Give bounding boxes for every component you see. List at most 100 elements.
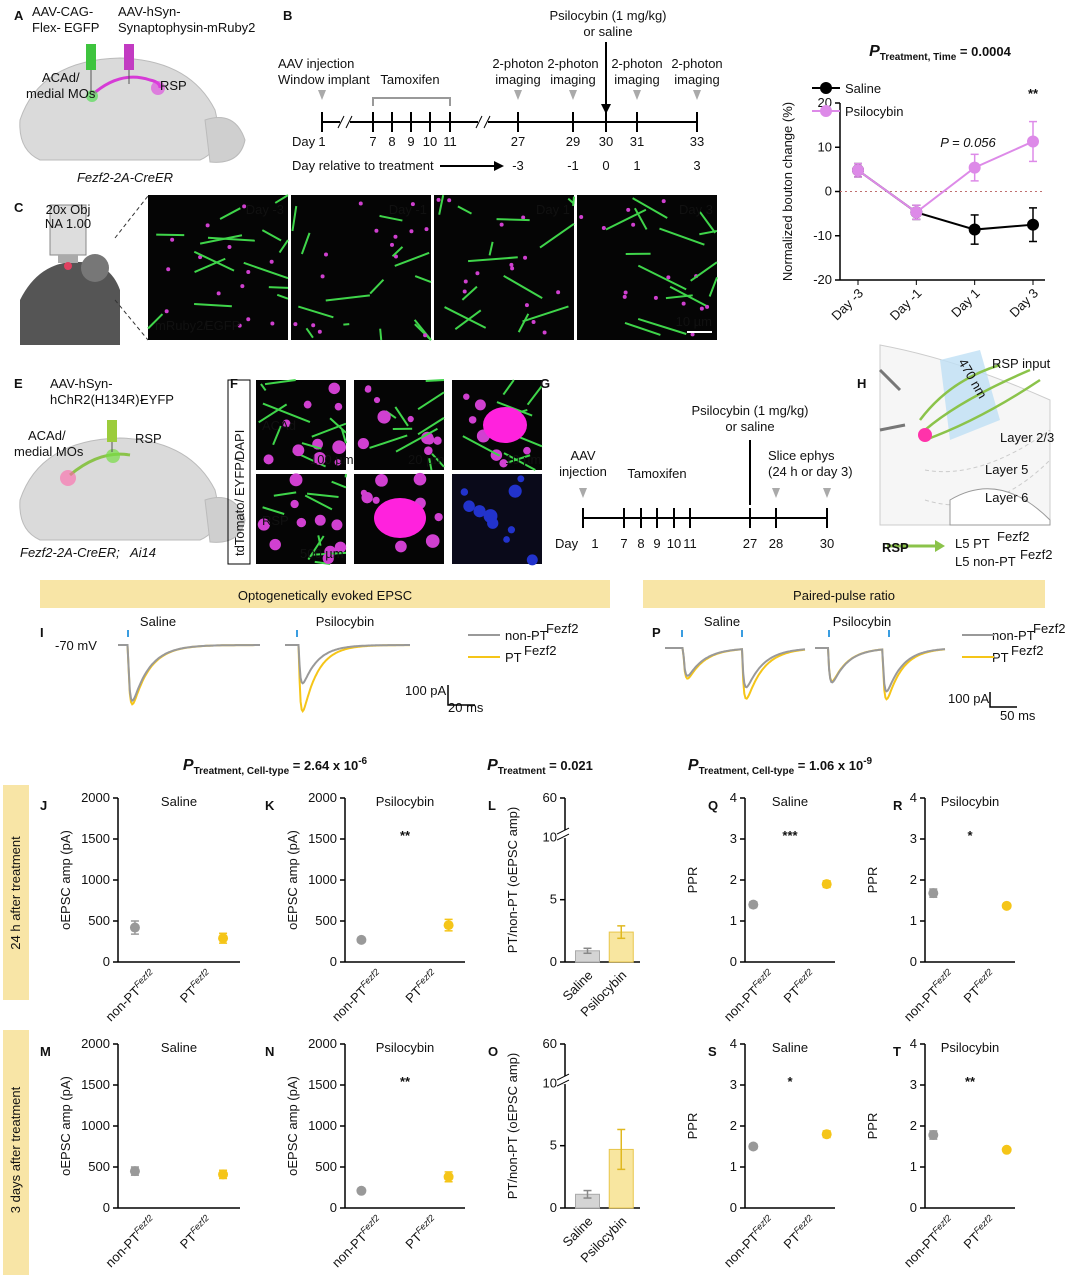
label: Synaptophysin- [118, 20, 208, 35]
label: Flex- [32, 20, 61, 35]
y-tick-label: 1 [730, 913, 737, 928]
y-tick-label: 4 [730, 790, 737, 805]
neurite [425, 379, 445, 383]
marker [633, 90, 641, 100]
y-tick-label: 3 [910, 1077, 917, 1092]
chart-title: Psilocybin [941, 1040, 1000, 1055]
y-axis-label: PPR [685, 1113, 700, 1140]
puncta [320, 274, 325, 279]
y-tick-label: 1000 [308, 1118, 337, 1133]
puncta [463, 393, 470, 400]
neurite [305, 327, 314, 339]
label: 9 [407, 134, 414, 149]
annotation: * [787, 1074, 793, 1089]
neurite [414, 275, 432, 284]
label: P [652, 625, 661, 640]
label: B [283, 8, 292, 23]
y-tick-label: 60 [543, 790, 557, 805]
trace [815, 647, 946, 701]
neurite [454, 309, 482, 331]
neurite [272, 425, 282, 446]
y-tick-label: 5 [550, 1138, 557, 1153]
mean [821, 1129, 832, 1140]
label: 3 [693, 158, 700, 173]
puncta [468, 416, 477, 424]
y-axis-label: oEPSC amp (pA) [285, 830, 300, 930]
puncta [237, 323, 242, 328]
label: Psilocybin [316, 614, 375, 629]
label: 10 µm [676, 314, 712, 329]
cat-sup: Fezf2 [972, 1213, 995, 1236]
stat-sub: Treatment, Cell-type [194, 766, 290, 777]
puncta [296, 517, 307, 528]
neurite [317, 535, 322, 546]
label: AAV-hSyn- [50, 376, 113, 391]
y-axis-label: oEPSC amp (pA) [58, 1076, 73, 1176]
label: 8 [637, 536, 644, 551]
y-axis-label: PPR [865, 1113, 880, 1140]
label: ACAd/ [28, 428, 66, 443]
neurite [379, 214, 403, 222]
mean [748, 1141, 759, 1152]
annotation: ** [1028, 86, 1039, 101]
chart-title: Saline [161, 794, 197, 809]
banners [3, 580, 1045, 1275]
puncta [332, 440, 346, 455]
neurite [438, 194, 445, 215]
y-tick-label: 1 [910, 913, 917, 928]
axis-break-mark [556, 827, 570, 841]
y-axis-label: PPR [685, 867, 700, 894]
stat-p: P [183, 757, 194, 774]
puncta [289, 473, 303, 487]
neurite [274, 194, 289, 204]
label: 1 [318, 134, 325, 149]
neurite [273, 491, 297, 497]
label: Day [292, 134, 316, 149]
neurite [444, 306, 487, 329]
puncta [622, 294, 627, 299]
puncta [424, 446, 433, 455]
arrowhead [601, 104, 611, 114]
neurite [258, 403, 288, 424]
puncta [282, 419, 291, 428]
label: injection [559, 464, 607, 479]
puncta [331, 519, 343, 531]
chart-title: Saline [772, 1040, 808, 1055]
neurite [462, 435, 501, 457]
neurite [329, 417, 347, 434]
neurite [417, 391, 445, 411]
puncta [661, 199, 666, 204]
y-tick-label: 5 [550, 892, 557, 907]
y-tick-label: 0 [330, 1200, 337, 1215]
label: 8 [388, 134, 395, 149]
label: Day relative to treatment [292, 158, 434, 173]
label: Slice ephys [768, 448, 835, 463]
puncta [166, 267, 171, 272]
annotation: *** [782, 828, 798, 843]
x-tick-label: Day 1 [948, 286, 983, 321]
label: Day 3 [679, 202, 713, 217]
neurite [147, 313, 164, 330]
puncta [292, 444, 305, 457]
puncta [390, 242, 395, 247]
label: RSP input [992, 356, 1051, 371]
puncta [653, 295, 658, 300]
stat-sub: Treatment, Time [880, 52, 957, 63]
neurite [394, 406, 409, 427]
x-tick-label: PTFezf2 [402, 967, 441, 1006]
label: R [893, 798, 903, 813]
label: mRuby2 [207, 20, 255, 35]
arrowhead [494, 161, 504, 171]
x-tick-label: Day -1 [887, 286, 925, 324]
label: L5 non-PT [955, 554, 1016, 569]
y-tick-label: 2000 [308, 1036, 337, 1051]
label: L5 PT [955, 536, 990, 551]
cat-main: non-PT [721, 1229, 762, 1270]
cell [374, 498, 426, 538]
label: Day -1 [389, 202, 427, 217]
label: RSP [882, 540, 909, 555]
y-tick-label: 0 [330, 954, 337, 969]
y-tick-label: 3 [730, 1077, 737, 1092]
cat-sup: Fezf2 [188, 1213, 211, 1236]
